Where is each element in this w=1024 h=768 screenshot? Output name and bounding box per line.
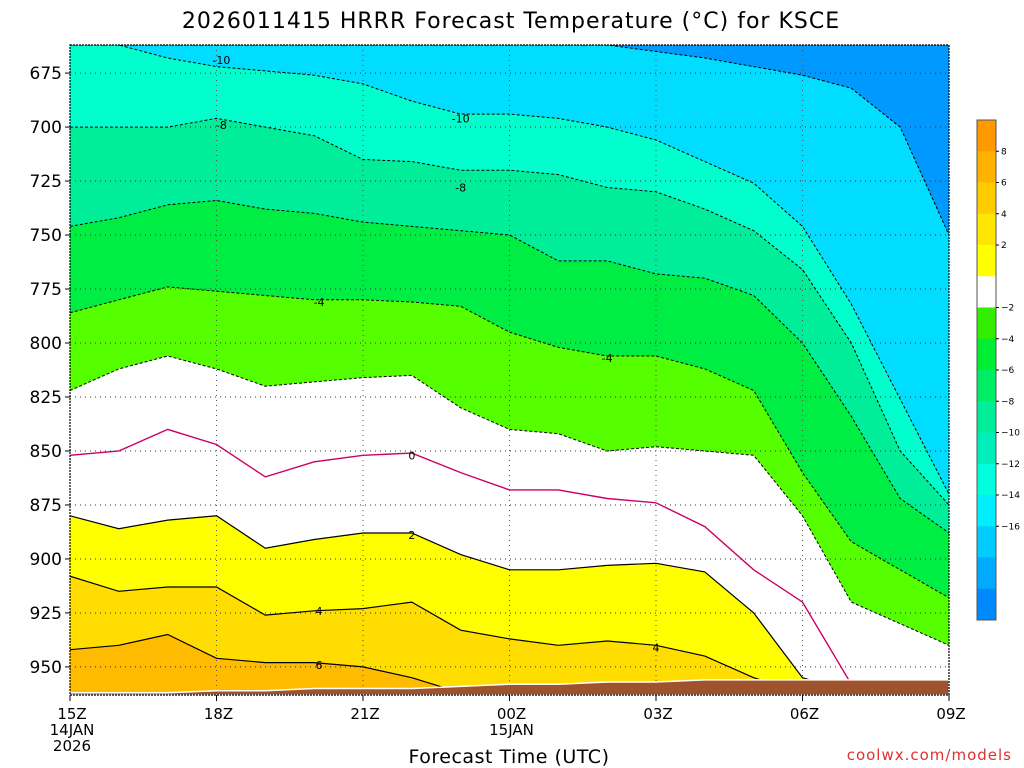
colorbar-swatch	[977, 370, 996, 402]
y-tick-label: 800	[30, 334, 62, 354]
y-tick-label: 750	[30, 226, 62, 246]
colorbar-swatch	[977, 120, 996, 152]
contour-label: -8	[455, 182, 466, 195]
plot-layers: -10 -10 -8 -8 -4 -4 0 2 4 4 6	[70, 45, 949, 695]
colorbar-swatch	[977, 182, 996, 215]
y-tick-label: 950	[30, 658, 62, 678]
y-tick-label: 700	[30, 118, 62, 138]
colorbar-swatch	[977, 151, 996, 183]
colorbar-swatch	[977, 432, 996, 465]
colorbar-tick-label: 2	[1001, 241, 1007, 251]
contour-label: 4	[316, 605, 323, 618]
temperature-band-ge_6	[70, 634, 949, 695]
watermark: coolwx.com/models	[847, 746, 1012, 764]
colorbar-tick-label: −8	[1001, 397, 1015, 407]
x-tick-label: 21Z	[350, 705, 379, 723]
isotherm--4	[70, 286, 949, 599]
contour-label: -4	[314, 296, 325, 309]
colorbar: 8 6 4 2 −2 −4 −6 −8 −10 −12 −14 −16	[976, 119, 1020, 621]
x-tick-label: 2026	[53, 737, 91, 755]
colorbar-tick-label: −12	[1001, 460, 1020, 470]
chart-title: 2026011415 HRRR Forecast Temperature (°C…	[182, 9, 840, 34]
y-tick-label: 825	[30, 388, 62, 408]
y-tick-label: 850	[30, 442, 62, 462]
y-tick-label: 875	[30, 496, 62, 516]
ground-layer	[70, 679, 949, 695]
x-tick-label: 18Z	[204, 705, 233, 723]
grid-lines	[70, 45, 949, 695]
x-tick-label: 15JAN	[489, 721, 534, 739]
colorbar-tick-label: −2	[1001, 304, 1014, 314]
colorbar-tick-label: 6	[1001, 179, 1007, 189]
x-tick-label: 06Z	[790, 705, 819, 723]
contour-labels: -10 -10 -8 -8 -4 -4 0 2 4 4 6	[212, 54, 660, 672]
isotherm--8	[70, 117, 949, 506]
contour-label: 2	[408, 529, 415, 542]
colorbar-tick-label: −4	[1001, 335, 1015, 345]
x-axis-label: Forecast Time (UTC)	[409, 746, 610, 768]
colorbar-swatch	[977, 588, 996, 621]
plot-area: -10 -10 -8 -8 -4 -4 0 2 4 4 6	[69, 44, 950, 696]
contour-label: -8	[216, 119, 227, 132]
isotherm-2	[70, 515, 949, 694]
colorbar-tick-label: 4	[1001, 210, 1007, 220]
colorbar-tick-label: −6	[1001, 366, 1015, 376]
x-tick-label: 14JAN	[50, 721, 95, 739]
x-tick-label: 03Z	[643, 705, 672, 723]
isotherm--10	[70, 45, 949, 495]
x-tick-label: 09Z	[936, 705, 965, 723]
contour-label: -4	[602, 352, 613, 365]
colorbar-swatch	[977, 557, 996, 590]
colorbar-swatch	[977, 463, 996, 496]
isotherm--2	[70, 355, 949, 646]
colorbar-tick-label: −16	[1001, 522, 1020, 532]
colorbar-swatch	[977, 526, 996, 558]
colorbar-swatch	[977, 213, 996, 246]
colorbar-swatch	[977, 245, 996, 277]
y-tick-label: 775	[30, 280, 62, 300]
y-axis: 675 700 725 750 775 800 825 850 875 900 925 950	[30, 64, 70, 678]
colorbar-swatch	[977, 276, 996, 308]
contour-label: 4	[653, 641, 660, 654]
y-tick-label: 675	[30, 64, 62, 84]
contour-label: 6	[316, 659, 323, 672]
colorbar-swatch	[977, 307, 996, 340]
colorbar-swatch	[977, 401, 996, 433]
colorbar-swatch	[977, 495, 996, 527]
x-tick-label: 15Z	[57, 705, 86, 723]
colorbar-swatch	[977, 338, 996, 371]
y-tick-label: 900	[30, 550, 62, 570]
isotherm-0	[70, 428, 949, 694]
contour-label: 0	[408, 449, 415, 462]
colorbar-tick-label: 8	[1001, 147, 1007, 157]
x-tick-label: 00Z	[497, 705, 526, 723]
contour-label: -10	[452, 112, 470, 125]
y-tick-label: 725	[30, 172, 62, 192]
colorbar-tick-label: −10	[1001, 429, 1020, 439]
contour-label: -10	[212, 54, 230, 67]
colorbar-tick-label: −14	[1001, 491, 1020, 501]
y-tick-label: 925	[30, 604, 62, 624]
